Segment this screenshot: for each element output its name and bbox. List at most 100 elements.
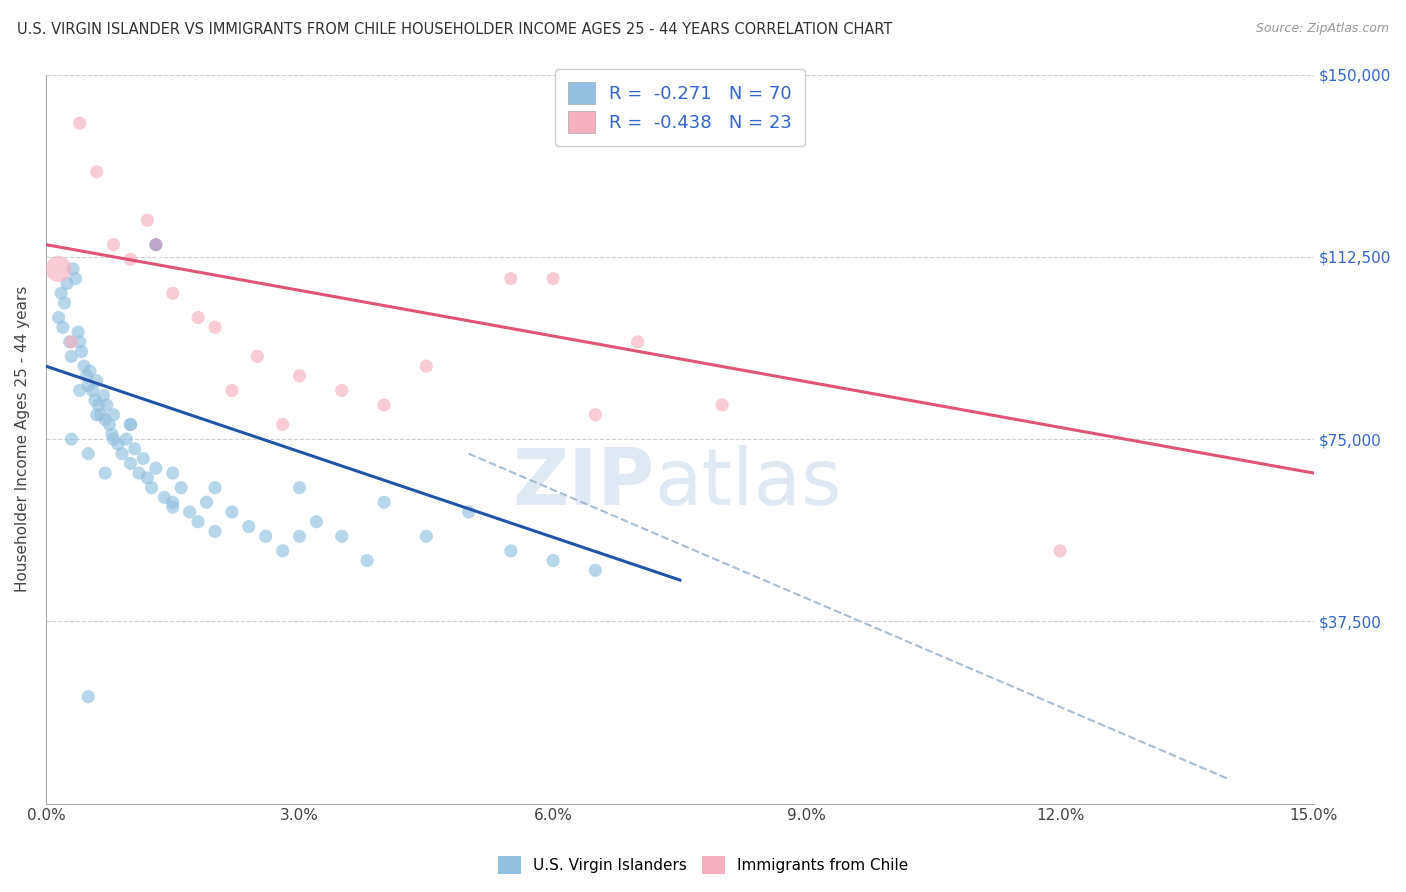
Point	[254, 529, 277, 543]
Point	[60, 334, 83, 349]
Point	[48, 310, 70, 325]
Point	[77, 447, 100, 461]
Point	[60, 350, 83, 364]
Point	[271, 417, 294, 432]
Point	[48, 262, 70, 277]
Point	[711, 398, 734, 412]
Point	[69, 116, 91, 130]
Point	[98, 417, 121, 432]
Point	[373, 398, 395, 412]
Point	[103, 237, 125, 252]
Point	[107, 437, 129, 451]
Point	[204, 524, 226, 539]
Point	[67, 325, 90, 339]
Point	[69, 334, 91, 349]
Point	[94, 412, 117, 426]
Point	[103, 408, 125, 422]
Point	[90, 408, 112, 422]
Point	[56, 277, 79, 291]
Point	[115, 432, 138, 446]
Legend: U.S. Virgin Islanders, Immigrants from Chile: U.S. Virgin Islanders, Immigrants from C…	[492, 850, 914, 880]
Point	[132, 451, 155, 466]
Point	[62, 262, 84, 277]
Point	[120, 417, 142, 432]
Point	[120, 252, 142, 267]
Point	[305, 515, 328, 529]
Point	[415, 529, 437, 543]
Point	[111, 447, 134, 461]
Point	[82, 384, 104, 398]
Point	[94, 466, 117, 480]
Text: ZIP: ZIP	[512, 445, 655, 521]
Point	[187, 515, 209, 529]
Point	[93, 388, 115, 402]
Point	[77, 378, 100, 392]
Point	[187, 310, 209, 325]
Point	[52, 320, 75, 334]
Point	[76, 368, 98, 383]
Point	[124, 442, 146, 456]
Point	[65, 271, 87, 285]
Point	[120, 456, 142, 470]
Point	[541, 553, 564, 567]
Text: U.S. VIRGIN ISLANDER VS IMMIGRANTS FROM CHILE HOUSEHOLDER INCOME AGES 25 - 44 YE: U.S. VIRGIN ISLANDER VS IMMIGRANTS FROM …	[17, 22, 893, 37]
Point	[221, 505, 243, 519]
Point	[73, 359, 96, 373]
Point	[136, 471, 159, 485]
Point	[128, 466, 150, 480]
Point	[179, 505, 201, 519]
Point	[120, 417, 142, 432]
Point	[59, 334, 82, 349]
Point	[162, 495, 184, 509]
Point	[457, 505, 479, 519]
Point	[204, 481, 226, 495]
Point	[626, 334, 648, 349]
Point	[101, 427, 124, 442]
Point	[141, 481, 163, 495]
Y-axis label: Householder Income Ages 25 - 44 years: Householder Income Ages 25 - 44 years	[15, 285, 30, 592]
Point	[1049, 544, 1071, 558]
Point	[271, 544, 294, 558]
Text: atlas: atlas	[655, 445, 842, 521]
Point	[499, 544, 522, 558]
Point	[162, 500, 184, 515]
Point	[145, 237, 167, 252]
Point	[204, 320, 226, 334]
Point	[77, 690, 100, 704]
Point	[51, 286, 73, 301]
Point	[162, 286, 184, 301]
Point	[288, 368, 311, 383]
Point	[288, 529, 311, 543]
Point	[499, 271, 522, 285]
Point	[541, 271, 564, 285]
Point	[70, 344, 93, 359]
Point	[60, 432, 83, 446]
Point	[330, 384, 353, 398]
Point	[238, 519, 260, 533]
Point	[145, 461, 167, 475]
Point	[583, 408, 606, 422]
Point	[153, 491, 176, 505]
Point	[356, 553, 378, 567]
Point	[69, 384, 91, 398]
Point	[53, 296, 76, 310]
Text: Source: ZipAtlas.com: Source: ZipAtlas.com	[1256, 22, 1389, 36]
Point	[86, 408, 108, 422]
Point	[103, 432, 125, 446]
Point	[288, 481, 311, 495]
Point	[86, 374, 108, 388]
Point	[79, 364, 101, 378]
Point	[96, 398, 118, 412]
Point	[246, 350, 269, 364]
Point	[87, 398, 110, 412]
Point	[583, 563, 606, 577]
Point	[86, 165, 108, 179]
Point	[170, 481, 193, 495]
Point	[136, 213, 159, 227]
Point	[84, 393, 107, 408]
Point	[221, 384, 243, 398]
Point	[415, 359, 437, 373]
Point	[330, 529, 353, 543]
Point	[162, 466, 184, 480]
Point	[195, 495, 218, 509]
